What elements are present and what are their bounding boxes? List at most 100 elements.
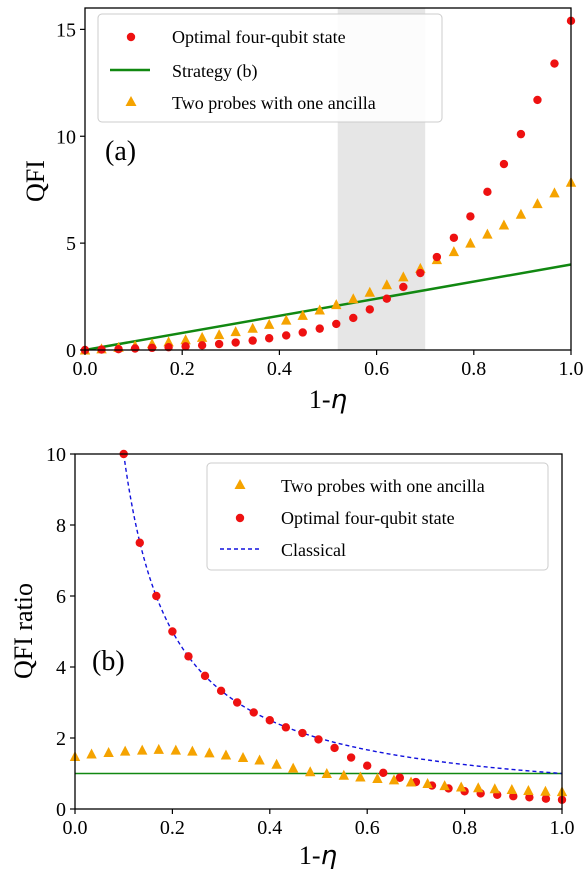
optimal-point (281, 723, 291, 732)
optimal-point (330, 743, 339, 753)
panel-b-ytick-label: 2 (56, 728, 66, 750)
two-probes-point (331, 299, 342, 310)
optimal-point (232, 698, 242, 707)
panel-b-xtick-label: 1.0 (550, 817, 575, 839)
legend-strategy: Strategy (b) (172, 61, 257, 82)
panel-a-xtick-label: 0.6 (364, 358, 389, 380)
optimal-point (214, 339, 224, 349)
two-probes-point (119, 745, 131, 756)
optimal-point (264, 334, 274, 343)
two-probes-point (398, 271, 409, 282)
two-probes-point (422, 777, 433, 788)
legend-classical: Classical (281, 540, 346, 560)
panel-a-ytick-label: 0 (66, 340, 76, 362)
optimal-point (395, 773, 405, 782)
two-probes-point (338, 769, 350, 780)
optimal-point (315, 324, 324, 333)
two-probes-point (137, 744, 148, 755)
two-probes-point (388, 774, 400, 785)
panel-b-xtick-label: 0.4 (257, 817, 282, 839)
panel-b-legend: Two probes with one ancilla Optimal four… (206, 462, 549, 571)
two-probes-point (281, 314, 292, 325)
legend-optimal: Optimal four-qubit state (281, 508, 455, 528)
panel-a-frame (84, 7, 572, 351)
two-probes-point (489, 783, 500, 794)
two-probes-point (498, 219, 510, 230)
two-probes-point (506, 783, 518, 794)
two-probes-point (254, 754, 265, 765)
two-probes-point (532, 198, 543, 209)
panel-a-xlabel: 1-η (309, 385, 347, 415)
optimal-point (130, 344, 140, 353)
legend-optimal: Optimal four-qubit state (172, 27, 346, 47)
panel-a-ticks: 0.0 0.2 0.4 0.6 0.8 1.0 0 5 10 15 (56, 19, 584, 380)
two-probes-point (213, 329, 225, 340)
panel-b-xlabel: 1-η (299, 841, 337, 869)
panel-b-ytick-label: 6 (56, 586, 66, 608)
panel-b-label: (b) (92, 646, 125, 677)
panel-b-ylabel: QFI ratio (9, 583, 38, 679)
two-probes-point (381, 279, 393, 290)
optimal-point (147, 343, 157, 353)
panel-b-ytick-label: 10 (46, 444, 66, 466)
optimal-point (365, 305, 374, 314)
optimal-point (349, 313, 358, 323)
two-probes-point (355, 771, 366, 782)
two-probes-point (180, 334, 191, 345)
legend-circle-marker (235, 513, 245, 523)
optimal-point (432, 252, 442, 262)
two-probes-point (482, 228, 493, 239)
two-probes-point (153, 743, 164, 754)
optimal-point (184, 652, 193, 661)
panel-b-ytick-label: 0 (56, 799, 66, 821)
legend-triangle-marker (234, 479, 246, 489)
panel-a-ytick-label: 15 (56, 19, 76, 41)
two-probes-point (439, 780, 450, 791)
two-probes-point (237, 752, 249, 763)
optimal-point (152, 591, 161, 601)
two-probes-point (549, 187, 560, 198)
legend-two-probes: Two probes with one ancilla (281, 476, 485, 496)
panel-a-xtick-label: 0.4 (267, 358, 292, 380)
strategy-b-line (84, 263, 572, 352)
panel-a-xtick-label: 0.0 (73, 358, 98, 380)
optimal-point (379, 768, 388, 777)
optimal-point (168, 627, 177, 636)
optimal-point (298, 328, 307, 337)
two-probes-point (271, 758, 282, 769)
xlabel-prefix: 1- (309, 385, 331, 414)
panel-b-xtick-label: 0.8 (452, 817, 477, 839)
optimal-point (249, 708, 258, 717)
panel-b-ytick-label: 4 (56, 657, 66, 679)
optimal-point (216, 686, 226, 695)
optimal-point (248, 336, 257, 345)
panel-a: 0.0 0.2 0.4 0.6 0.8 1.0 0 5 10 15 (a) QFI 1-η Opt… (21, 7, 584, 415)
two-probes-point (364, 286, 375, 297)
optimal-point (363, 761, 372, 770)
two-probes-point (297, 309, 308, 320)
optimal-point (314, 735, 323, 744)
legend-triangle-marker (125, 96, 137, 106)
optimal-point (550, 59, 559, 68)
optimal-point (416, 268, 425, 278)
optimal-point (399, 282, 408, 292)
optimal-point (382, 294, 392, 303)
optimal-point (265, 716, 274, 725)
panel-b-xtick-label: 0.0 (63, 817, 88, 839)
two-probes-point (455, 781, 467, 792)
two-probes-point (314, 304, 325, 315)
legend-circle-marker (126, 32, 136, 42)
two-probes-point (263, 318, 275, 329)
two-probes-point (321, 768, 332, 778)
panel-b-ytick-label: 8 (56, 515, 66, 537)
legend-two-probes: Two probes with one ancilla (172, 93, 376, 113)
two-probes-point (465, 237, 476, 248)
xlabel-eta: η (321, 841, 337, 869)
two-probes-point (187, 745, 198, 756)
optimal-point (483, 187, 492, 197)
optimal-point (533, 95, 542, 105)
optimal-point (135, 538, 144, 547)
panel-a-xtick-label: 0.8 (461, 358, 486, 380)
optimal-point (499, 159, 509, 169)
